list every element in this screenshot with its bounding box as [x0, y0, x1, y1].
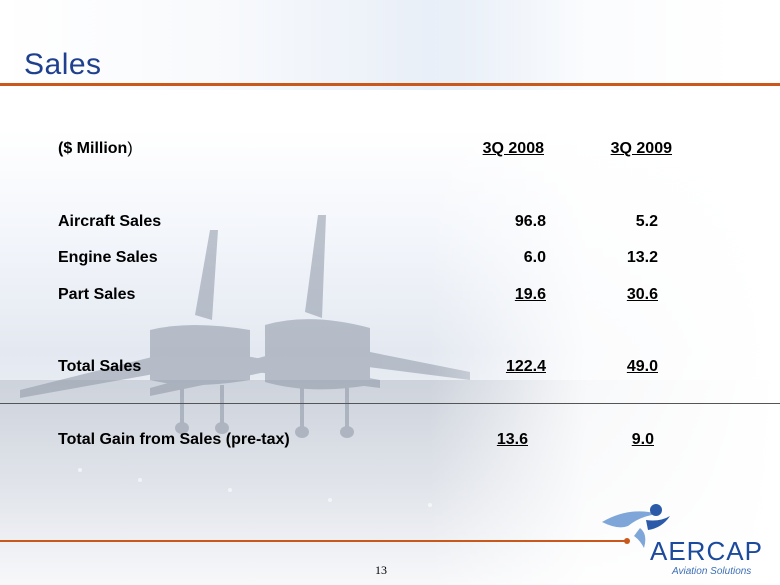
cell-part-sales-2009: 30.6 — [626, 286, 658, 303]
column-header-3q-2009: 3Q 2009 — [610, 140, 672, 157]
cell-engine-sales-2009: 13.2 — [626, 249, 658, 266]
row-label-engine-sales: Engine Sales — [58, 249, 158, 266]
cell-total-sales-2009: 49.0 — [626, 358, 658, 375]
unit-label-text: ($ Million — [58, 140, 128, 157]
section-divider — [0, 403, 780, 404]
cell-part-sales-2008: 19.6 — [514, 286, 546, 303]
row-label-part-sales: Part Sales — [58, 286, 136, 303]
unit-label: ($ Million) — [58, 140, 133, 158]
title-underline-rule — [0, 83, 780, 86]
unit-label-paren: ) — [127, 140, 133, 157]
slide-title: Sales — [24, 48, 102, 81]
cell-aircraft-sales-2008: 96.8 — [514, 213, 546, 230]
row-label-aircraft-sales: Aircraft Sales — [58, 213, 162, 230]
row-label-total-gain: Total Gain from Sales (pre-tax) — [58, 431, 290, 448]
column-header-3q-2008: 3Q 2008 — [482, 140, 544, 157]
footer-rule — [0, 540, 628, 542]
cell-total-gain-2009: 9.0 — [631, 431, 654, 448]
row-label-total-sales: Total Sales — [58, 358, 142, 375]
aercap-logo: AERCAP Aviation Solutions — [600, 500, 778, 580]
cell-aircraft-sales-2009: 5.2 — [635, 213, 658, 230]
aercap-figure-mark — [602, 504, 670, 548]
cell-total-gain-2008: 13.6 — [496, 431, 528, 448]
logo-tagline: Aviation Solutions — [672, 566, 752, 577]
logo-wordmark: AERCAP — [650, 536, 763, 566]
cell-total-sales-2008: 122.4 — [505, 358, 546, 375]
cell-engine-sales-2008: 6.0 — [523, 249, 546, 266]
page-number: 13 — [375, 563, 387, 577]
